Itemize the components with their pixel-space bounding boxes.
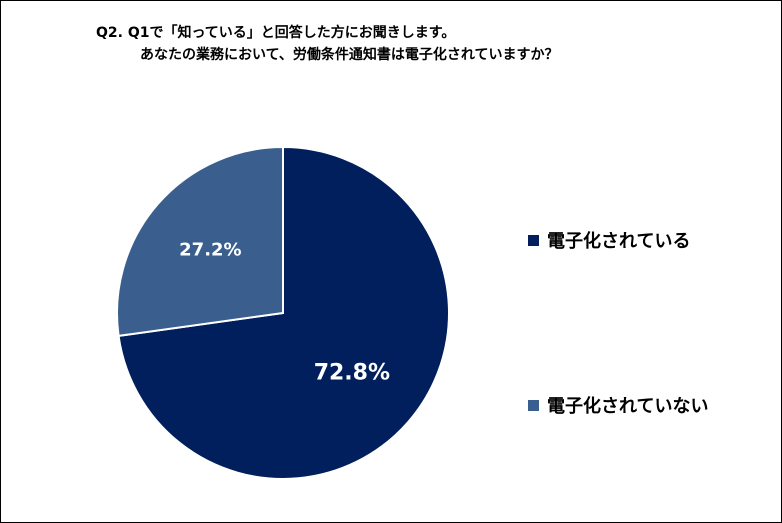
chart-title-line-2: あなたの業務において、労働条件通知書は電子化されていますか？ xyxy=(140,47,559,63)
legend-label-digitized: 電子化されている xyxy=(547,231,691,252)
legend-item-not-digitized: 電子化されていない xyxy=(528,392,708,418)
legend-swatch-not-digitized xyxy=(528,399,539,411)
pie-label-digitized: 72.8% xyxy=(314,360,390,385)
legend-swatch-digitized xyxy=(528,234,539,246)
legend-item-digitized: 電子化されている xyxy=(528,227,690,253)
pie-slice-not-digitized xyxy=(116,145,284,338)
pie-label-not-digitized: 27.2% xyxy=(179,239,241,260)
chart-title-line-1: Q2. Q1で「知っている」と回答した方にお聞きします。 xyxy=(96,25,456,41)
legend-label-not-digitized: 電子化されていない xyxy=(547,396,709,417)
